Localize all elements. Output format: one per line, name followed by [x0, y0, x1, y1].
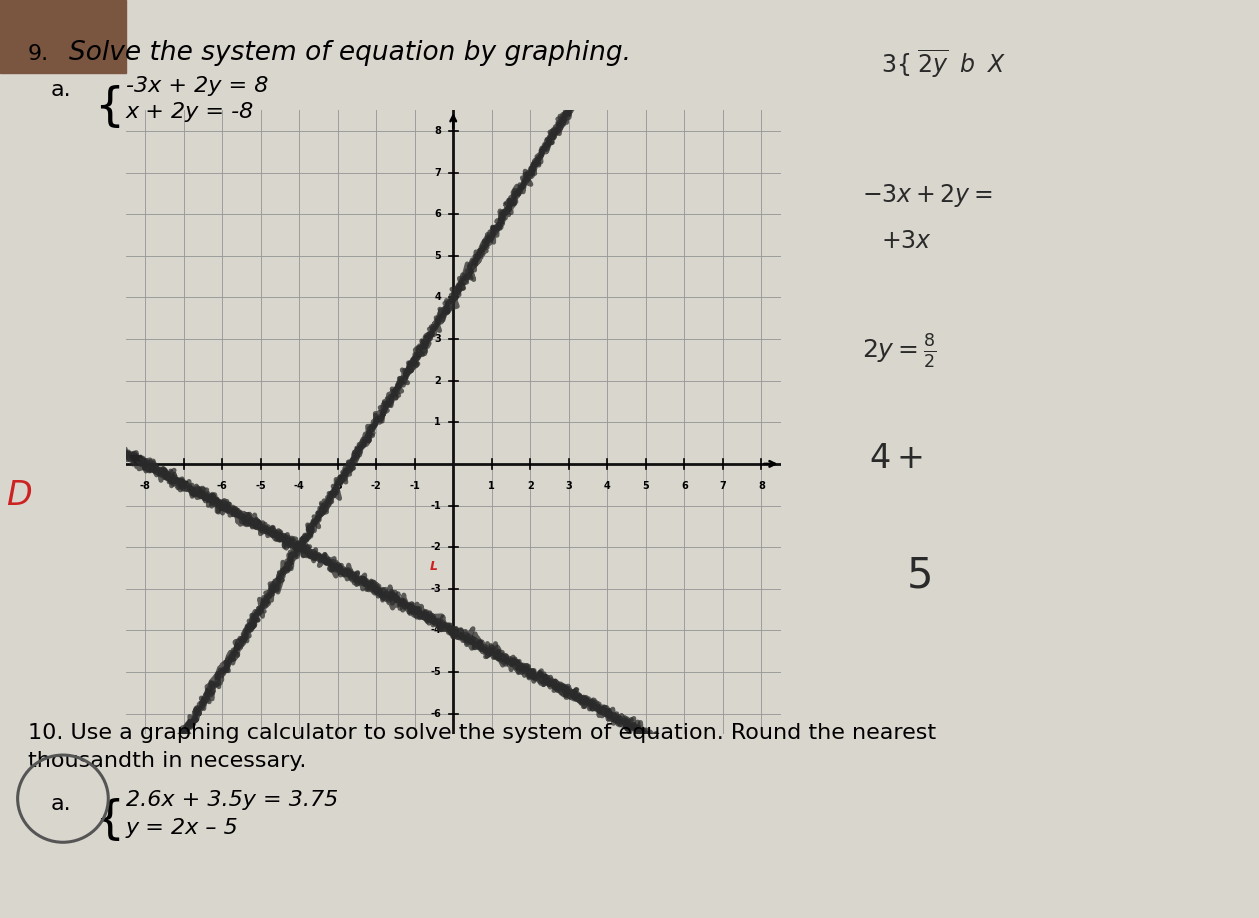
Text: $4+$: $4+$	[869, 442, 923, 476]
Text: a.: a.	[50, 794, 71, 813]
Text: -1: -1	[409, 481, 421, 491]
Text: Solve the system of equation by graphing.: Solve the system of equation by graphing…	[69, 39, 631, 66]
Text: -5: -5	[431, 667, 441, 677]
Text: 2.6x + 3.5y = 3.75: 2.6x + 3.5y = 3.75	[126, 790, 339, 810]
Text: -1: -1	[431, 500, 441, 510]
Text: 7: 7	[434, 168, 441, 177]
Text: {: {	[94, 84, 125, 130]
Text: 1: 1	[434, 418, 441, 427]
Text: 5: 5	[434, 251, 441, 261]
Text: 1: 1	[488, 481, 495, 491]
Text: $-3x+2y=$: $-3x+2y=$	[862, 182, 993, 209]
Text: -2: -2	[431, 543, 441, 552]
Text: L: L	[431, 560, 438, 573]
Text: 5: 5	[642, 481, 650, 491]
Text: a.: a.	[50, 81, 71, 100]
Text: 8: 8	[758, 481, 764, 491]
Text: x + 2y = -8: x + 2y = -8	[126, 102, 254, 121]
Text: -6: -6	[431, 709, 441, 719]
Text: -3x + 2y = 8: -3x + 2y = 8	[126, 76, 268, 95]
Text: $+3x$: $+3x$	[881, 229, 933, 252]
Text: 7: 7	[719, 481, 726, 491]
Text: 3: 3	[565, 481, 572, 491]
Text: -2: -2	[371, 481, 381, 491]
Text: 9.: 9.	[28, 44, 49, 63]
Text: -4: -4	[431, 625, 441, 635]
Text: $5$: $5$	[906, 554, 932, 597]
Text: -3: -3	[431, 584, 441, 594]
Text: y = 2x – 5: y = 2x – 5	[126, 818, 239, 837]
Text: D: D	[6, 479, 31, 512]
Text: 8: 8	[434, 126, 441, 136]
Text: {: {	[94, 798, 125, 844]
Text: thousandth in necessary.: thousandth in necessary.	[28, 751, 306, 770]
Text: 2: 2	[526, 481, 534, 491]
Text: -7: -7	[179, 481, 189, 491]
Text: 6: 6	[434, 209, 441, 219]
Text: 2: 2	[434, 375, 441, 386]
Text: 10. Use a graphing calculator to solve the system of equation. Round the nearest: 10. Use a graphing calculator to solve t…	[28, 723, 935, 743]
Text: -8: -8	[140, 481, 151, 491]
Text: 4: 4	[604, 481, 611, 491]
Text: -4: -4	[293, 481, 305, 491]
Text: 3: 3	[434, 334, 441, 344]
Text: 6: 6	[681, 481, 687, 491]
Text: $3\{ \; \overline{2y} \;\; b \;\; X$: $3\{ \; \overline{2y} \;\; b \;\; X$	[881, 48, 1006, 80]
Text: -6: -6	[217, 481, 228, 491]
Text: -5: -5	[256, 481, 266, 491]
Text: $2y = \frac{8}{2}$: $2y = \frac{8}{2}$	[862, 332, 937, 370]
Text: -3: -3	[332, 481, 344, 491]
Text: 4: 4	[434, 293, 441, 302]
